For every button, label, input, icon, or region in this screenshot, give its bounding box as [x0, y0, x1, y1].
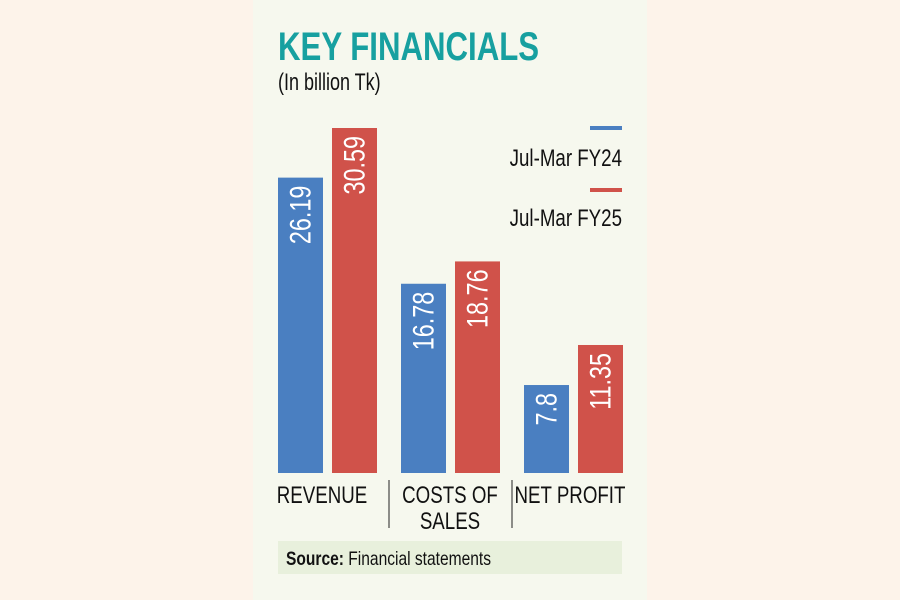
bar-1-0: [332, 128, 377, 473]
chart-subtitle: (In billion Tk): [278, 70, 381, 96]
source-text: Financial statements: [348, 548, 491, 570]
bar-0-0: [278, 177, 323, 473]
source-note: Source: Financial statements: [286, 548, 491, 570]
bar-1-2: [578, 344, 623, 473]
bar-value-label: 7.8: [530, 393, 563, 426]
bar-value-label: 18.76: [461, 269, 494, 328]
x-tick-label: NET PROFIT: [515, 482, 626, 509]
source-box: [278, 541, 622, 574]
bar-1-1: [455, 261, 500, 473]
bar-value-label: 16.78: [407, 292, 440, 351]
bar-value-label: 11.35: [584, 353, 617, 410]
source-label: Source:: [286, 548, 344, 570]
bar-value-label: 30.59: [338, 136, 371, 195]
chart-title: KEY FINANCIALS: [278, 24, 539, 69]
legend-label-fy24: Jul-Mar FY24: [510, 145, 622, 172]
legend-label-fy25: Jul-Mar FY25: [510, 205, 622, 232]
bar-0-2: [524, 385, 569, 473]
bar-0-1: [401, 283, 446, 473]
x-tick-label: COSTS OF: [402, 482, 498, 509]
x-tick-label: SALES: [420, 508, 480, 535]
x-tick-label: REVENUE: [277, 482, 367, 509]
bar-value-label: 26.19: [284, 186, 317, 245]
